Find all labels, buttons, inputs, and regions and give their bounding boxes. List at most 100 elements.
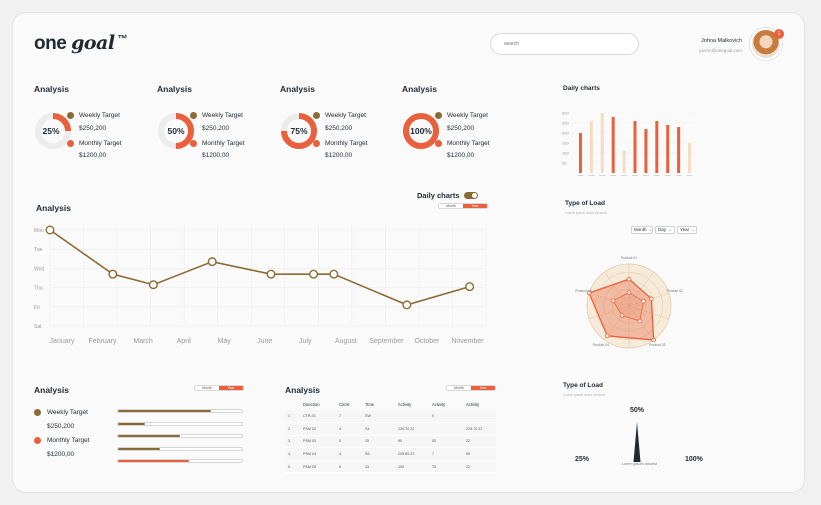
x-tick: [686, 175, 693, 176]
radar-year-select[interactable]: Year ⌄: [677, 226, 697, 234]
progress-fill: [118, 460, 189, 462]
radar-axis-label: Product 04: [593, 343, 610, 347]
bar: [677, 127, 681, 173]
bar: [589, 121, 593, 173]
x-tick: [577, 175, 584, 176]
y-tick-label: 200: [562, 131, 569, 136]
data-point: [108, 269, 118, 279]
weekly-target-label: Weekly Target: [47, 409, 88, 416]
data-point: [45, 225, 55, 235]
daily-charts-toggle[interactable]: [464, 192, 478, 199]
progress-fill: [118, 422, 146, 425]
table-row[interactable]: 3 PSM 03 5 25 90 55 22: [285, 435, 496, 449]
monthly-target-label: Monthly Target: [447, 140, 490, 147]
month-tab[interactable]: Month: [447, 386, 471, 390]
data-point: [266, 269, 276, 279]
line-period-switch: Month Year: [438, 203, 488, 209]
x-tick: [664, 175, 671, 176]
radar-point: [619, 313, 625, 318]
y-tick-label: Fri: [34, 305, 40, 311]
y-tick-label: 50: [562, 161, 567, 166]
app-logo[interactable]: one goal ™: [34, 32, 128, 55]
user-email: jonnm@onegoal.com: [699, 48, 742, 53]
x-tick: [675, 175, 682, 176]
weekly-target-value: $250,200: [202, 125, 230, 132]
table-cell: S5: [365, 447, 398, 461]
column-header: Circle: [339, 402, 350, 407]
table-row[interactable]: 2 PSM 02 4 S4 225.70 22 225.70 22: [285, 422, 496, 436]
radar-day-select[interactable]: Day ⌄: [655, 226, 675, 234]
targets-period-switch: Month Year: [194, 385, 244, 391]
x-tick-label: April: [177, 338, 191, 345]
table-cell: SW: [365, 410, 398, 424]
table-cell: 205.85 22: [398, 447, 432, 461]
data-point: [329, 269, 339, 279]
donut-percent-label: 100%: [410, 126, 432, 136]
donut-percent-label: 50%: [167, 126, 185, 136]
radar-point: [637, 318, 643, 324]
gauge-top-label: 50%: [630, 407, 645, 414]
x-tick-label: August: [335, 338, 357, 345]
table-cell: PSM 04: [303, 447, 339, 461]
bar: [600, 113, 604, 173]
bar: [644, 129, 648, 173]
notification-badge[interactable]: 1: [774, 29, 784, 39]
y-tick-label: Tue: [34, 247, 43, 253]
monthly-target-value: $1200,00: [47, 451, 75, 458]
monthly-legend-dot: [313, 140, 320, 147]
month-tab[interactable]: Month: [439, 204, 463, 208]
y-tick-label: 150: [562, 141, 569, 146]
radar-spoke: [628, 305, 670, 320]
table-cell: 22: [466, 435, 496, 449]
targets-title: Analysis: [34, 385, 69, 395]
y-tick-label: Sat: [34, 324, 42, 330]
monthly-target-label: Monthly Target: [202, 140, 245, 147]
table-cell: 1: [285, 410, 303, 424]
month-tab[interactable]: Month: [195, 386, 219, 390]
radar-spoke: [628, 271, 654, 307]
year-tab[interactable]: Year: [463, 204, 487, 208]
y-tick-label: Wed: [34, 266, 44, 272]
x-tick: [588, 175, 595, 176]
daily-charts-toggle-label: Daily charts: [417, 191, 460, 200]
year-tab[interactable]: Year: [471, 386, 495, 390]
monthly-target-value: $1200,00: [202, 152, 230, 159]
donut-percent-label: 75%: [290, 126, 308, 136]
monthly-target-label: Monthly Target: [47, 437, 90, 444]
donut-chart: [158, 113, 194, 149]
table-title: Analysis: [285, 385, 320, 395]
x-tick-label: November: [451, 338, 484, 345]
weekly-target-value: $250,200: [325, 125, 353, 132]
table-header-row: Direction Circle Time Activity Activity Activ…: [285, 399, 496, 410]
table-row[interactable]: 4 PSM 04 4 S5 205.85 22 7 90: [285, 447, 496, 461]
table-cell: [466, 410, 496, 424]
weekly-legend-dot: [313, 112, 320, 119]
table-cell: PSM 03: [303, 435, 339, 449]
search-input[interactable]: [490, 33, 639, 55]
monthly-target-value: $1200,00: [79, 152, 107, 159]
table-cell: 225.70 22: [466, 422, 496, 436]
table-row[interactable]: 1 CTR-01 7 SW 0: [285, 410, 496, 424]
donut-card-title: Analysis: [34, 84, 69, 94]
x-tick-label: October: [414, 338, 440, 345]
y-tick-label: 250: [562, 121, 569, 126]
gauge-needle: [633, 422, 641, 462]
chevron-down-icon: ⌄: [668, 227, 672, 232]
table-cell: 225.70 22: [398, 422, 432, 436]
table-cell: 5: [285, 460, 303, 474]
data-point: [148, 280, 158, 290]
table-cell: [398, 410, 432, 424]
table-period-switch: Month Year: [446, 385, 496, 391]
table-cell: 4: [285, 447, 303, 461]
radar-title: Type of Load: [565, 200, 605, 207]
radar-month-select[interactable]: Month ⌄: [631, 226, 653, 234]
year-tab[interactable]: Year: [219, 386, 243, 390]
logo-mark: ™: [117, 33, 128, 45]
radar-point: [586, 290, 592, 296]
weekly-target-label: Weekly Target: [447, 112, 488, 119]
progress-bar: [117, 421, 243, 426]
table-cell: 90: [398, 435, 432, 449]
logo-word: one: [34, 33, 67, 54]
donut-card-title: Analysis: [280, 84, 315, 94]
table-row[interactable]: 5 PSM 05 5 33 100 75 22: [285, 460, 496, 474]
